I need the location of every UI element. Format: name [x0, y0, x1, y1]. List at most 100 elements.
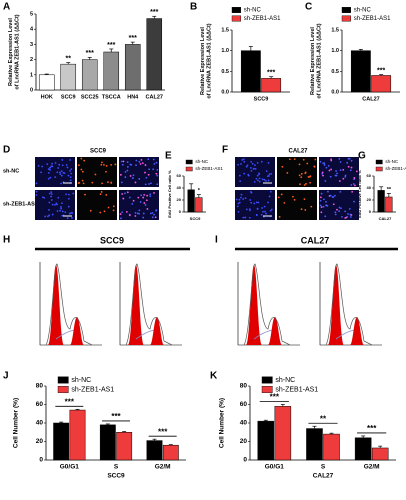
- cell: [48, 209, 50, 211]
- x-tick-label: HOK: [41, 94, 53, 100]
- significance: ***: [150, 9, 158, 16]
- cell: [84, 193, 86, 196]
- legend-label: sh-ZEB1-AS1: [385, 166, 406, 171]
- panel-letter: I: [215, 235, 218, 246]
- cell: [126, 191, 129, 194]
- cell: [77, 164, 80, 167]
- bar: [116, 432, 133, 461]
- cell: [262, 210, 264, 213]
- cell: [112, 205, 115, 208]
- y-tick-label: 80: [36, 383, 44, 390]
- cell: [242, 216, 245, 219]
- cell: [327, 190, 329, 193]
- cell: [70, 172, 73, 175]
- x-tick-label: G2/M: [155, 464, 171, 471]
- cell: [320, 192, 323, 195]
- bar: [240, 50, 261, 93]
- cell: [48, 192, 51, 195]
- cell: [247, 174, 250, 177]
- significance: **: [387, 187, 392, 193]
- cell: [40, 171, 42, 174]
- cell: [49, 169, 51, 171]
- cell: [68, 212, 71, 215]
- cell: [124, 176, 127, 178]
- cell: [50, 191, 53, 193]
- cell: [105, 170, 107, 173]
- cell: [325, 201, 327, 203]
- cell: [263, 178, 266, 181]
- x-tick-label: G0/G1: [265, 464, 285, 471]
- cell: [314, 158, 317, 161]
- cell: [237, 210, 240, 213]
- x-tick-label: CAL27: [146, 94, 163, 100]
- cell: [256, 179, 259, 182]
- cell: [250, 160, 253, 163]
- cell: [145, 176, 148, 179]
- legend-swatch: [57, 386, 69, 393]
- cell: [258, 173, 260, 176]
- cell: [242, 158, 245, 161]
- x-tick-label: SCC9: [61, 94, 76, 100]
- cell: [319, 199, 322, 202]
- flow-fit: [45, 263, 93, 346]
- cell: [242, 198, 245, 200]
- cell: [124, 171, 127, 173]
- cell: [44, 215, 47, 218]
- cell: [269, 190, 272, 193]
- cell: [339, 169, 342, 172]
- cell: [56, 171, 59, 174]
- cell: [49, 166, 51, 169]
- cell: [248, 216, 251, 219]
- bar: [60, 63, 77, 91]
- cell: [153, 192, 155, 194]
- cell: [245, 208, 248, 211]
- cell: [265, 212, 268, 215]
- cell: [250, 191, 253, 194]
- cell: [51, 203, 54, 206]
- bar: [146, 18, 163, 91]
- cell: [141, 162, 144, 165]
- cell: [321, 172, 324, 175]
- cell: [124, 192, 126, 195]
- cell: [304, 171, 307, 174]
- cell: [261, 178, 264, 181]
- cell: [146, 194, 149, 197]
- y-tick-label: 0.5: [221, 69, 229, 75]
- cell: [103, 210, 106, 213]
- cell: [298, 163, 301, 166]
- flow-g2: [150, 317, 164, 345]
- cell: [110, 182, 113, 184]
- cell: [349, 169, 352, 172]
- cell: [267, 179, 270, 182]
- cell: [60, 182, 62, 185]
- cell: [340, 207, 342, 210]
- cell: [143, 193, 146, 196]
- cell: [350, 159, 353, 162]
- cell: [110, 163, 113, 166]
- micrograph: [77, 190, 117, 220]
- cell: [48, 214, 51, 217]
- panel-letter: J: [3, 371, 9, 382]
- cell: [267, 174, 270, 177]
- cell: [336, 208, 338, 211]
- x-tick-label: CAL27: [362, 96, 379, 102]
- cell: [55, 202, 58, 205]
- cell: [303, 184, 306, 186]
- x-tick-label: SCC9: [190, 216, 201, 221]
- bar: [81, 59, 98, 91]
- cell: [153, 213, 155, 216]
- cell: [278, 215, 281, 218]
- x-tick-label: S: [321, 464, 326, 471]
- cell: [50, 165, 53, 168]
- cell: [258, 180, 261, 183]
- legend-swatch: [231, 15, 242, 22]
- cell: [342, 177, 345, 180]
- cell: [149, 195, 152, 198]
- cell: [268, 195, 271, 198]
- cell: [263, 205, 266, 208]
- cell: [347, 213, 349, 215]
- cell: [348, 157, 351, 160]
- cell: [324, 215, 327, 218]
- micrograph: [319, 157, 359, 187]
- legend-swatch: [261, 376, 273, 384]
